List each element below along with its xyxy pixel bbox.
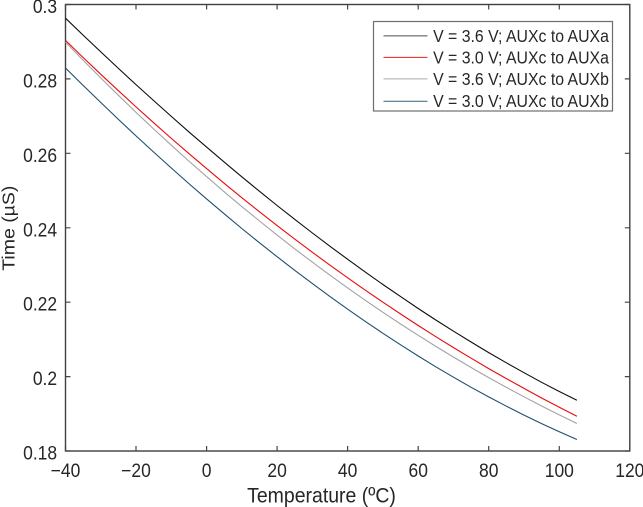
svg-text:−20: −20 (121, 459, 151, 481)
svg-text:V = 3.6 V; AUXc to AUXa: V = 3.6 V; AUXc to AUXa (433, 26, 609, 46)
svg-text:Time (µS): Time (µS) (0, 186, 18, 271)
svg-text:0.2: 0.2 (33, 367, 57, 389)
svg-text:60: 60 (408, 459, 427, 481)
svg-text:V = 3.6 V; AUXc to AUXb: V = 3.6 V; AUXc to AUXb (433, 69, 609, 89)
svg-text:120: 120 (615, 459, 643, 481)
svg-text:0.24: 0.24 (23, 219, 57, 241)
svg-text:V = 3.0 V; AUXc to AUXa: V = 3.0 V; AUXc to AUXa (433, 48, 609, 68)
svg-text:0.22: 0.22 (23, 293, 57, 315)
svg-text:0.18: 0.18 (23, 442, 57, 464)
svg-text:40: 40 (338, 459, 357, 481)
svg-text:0.3: 0.3 (33, 0, 57, 17)
svg-text:0.28: 0.28 (23, 70, 57, 92)
svg-text:100: 100 (545, 459, 574, 481)
svg-text:−40: −40 (51, 459, 81, 481)
svg-text:0: 0 (202, 459, 212, 481)
svg-text:V = 3.0 V; AUXc to AUXb: V = 3.0 V; AUXc to AUXb (433, 91, 609, 111)
svg-text:Temperature (ºC): Temperature (ºC) (247, 484, 396, 507)
svg-text:20: 20 (267, 459, 286, 481)
svg-text:0.26: 0.26 (23, 144, 57, 166)
svg-text:80: 80 (479, 459, 498, 481)
